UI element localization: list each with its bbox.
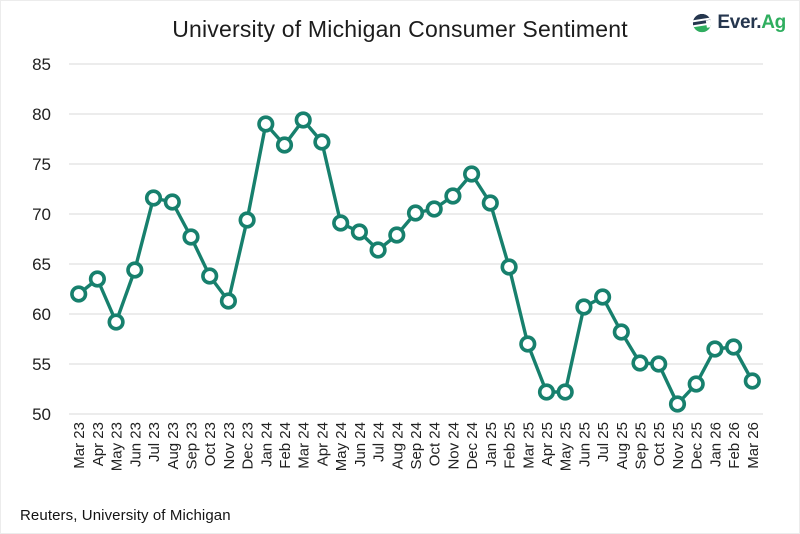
x-tick-label: Nov 24: [445, 422, 462, 470]
logo-text-primary: Ever.: [717, 12, 762, 33]
data-point: [388, 226, 406, 244]
x-tick-label: Jul 23: [146, 422, 163, 462]
x-tick-label: Oct 23: [202, 422, 219, 466]
x-tick-label: Jul 24: [371, 422, 388, 462]
y-tick-label: 55: [32, 355, 51, 374]
x-tick-label: Aug 23: [165, 422, 182, 470]
y-gridlines: [69, 63, 763, 415]
data-point: [313, 133, 331, 151]
x-tick-label: Jun 24: [352, 422, 369, 467]
data-point: [425, 200, 443, 218]
x-tick-label: Dec 24: [464, 422, 481, 470]
everag-logo: Ever.Ag: [691, 12, 786, 34]
x-tick-label: Dec 25: [689, 422, 706, 470]
data-point: [481, 194, 499, 212]
data-markers: [70, 111, 761, 413]
y-tick-label: 65: [32, 255, 51, 274]
x-tick-label: Sep 23: [183, 422, 200, 470]
data-point: [444, 187, 462, 205]
x-tick-label: Apr 23: [90, 422, 107, 466]
data-point: [537, 383, 556, 401]
data-point: [631, 354, 649, 372]
x-tick-label: Mar 23: [71, 422, 88, 469]
x-tick-label: Oct 25: [651, 422, 668, 466]
data-point: [463, 165, 481, 183]
x-tick-label: Jul 25: [595, 422, 612, 462]
data-point: [687, 375, 705, 393]
x-tick-label: Mar 26: [745, 422, 762, 469]
x-tick-label: Apr 24: [314, 422, 331, 466]
logo-text-accent: Ag: [761, 12, 786, 33]
x-tick-label: Jan 25: [483, 422, 500, 467]
x-tick-label: Aug 24: [389, 422, 406, 470]
x-tick-label: Nov 25: [670, 422, 687, 470]
data-point: [650, 355, 668, 373]
data-point: [406, 204, 425, 222]
data-point: [107, 313, 125, 331]
data-point: [238, 211, 256, 229]
y-tick-label: 70: [32, 205, 51, 224]
data-point: [575, 298, 593, 316]
data-point: [144, 189, 163, 207]
x-tick-label: Apr 25: [539, 422, 556, 466]
data-point: [163, 193, 181, 211]
x-tick-label: Sep 24: [408, 422, 425, 470]
source-caption: Reuters, University of Michigan: [20, 507, 231, 524]
data-point: [369, 241, 387, 259]
x-tick-label: May 23: [109, 422, 126, 471]
data-point: [182, 228, 200, 246]
x-tick-label: Nov 23: [221, 422, 238, 470]
data-point: [556, 383, 574, 401]
y-tick-label: 60: [32, 305, 51, 324]
x-tick-labels: Mar 23 Apr 23 May 23 Jun 23 Jul 23 Aug 23 Sep …: [71, 422, 762, 471]
x-tick-label: Jun 23: [127, 422, 144, 467]
x-tick-label: May 24: [333, 422, 350, 471]
data-point: [126, 261, 144, 279]
y-tick-label: 85: [32, 55, 51, 74]
everag-logo-icon: [691, 12, 713, 34]
data-point: [201, 267, 219, 285]
x-tick-label: Jan 26: [707, 422, 724, 467]
x-tick-label: Dec 23: [240, 422, 257, 470]
data-point: [519, 335, 537, 353]
data-point: [593, 288, 612, 306]
data-point: [70, 285, 88, 303]
y-tick-label: 50: [32, 405, 51, 424]
data-point: [668, 395, 687, 413]
data-point: [275, 136, 294, 154]
x-tick-label: Aug 25: [614, 422, 631, 470]
x-tick-label: Feb 24: [277, 422, 294, 469]
x-tick-label: Oct 24: [427, 422, 444, 466]
data-point: [500, 258, 518, 276]
x-tick-label: May 25: [558, 422, 575, 471]
y-tick-label: 80: [32, 105, 51, 124]
data-point: [332, 214, 350, 232]
data-point: [257, 115, 275, 133]
data-point: [219, 292, 237, 310]
chart-title: University of Michigan Consumer Sentimen…: [172, 16, 628, 42]
data-point: [612, 323, 630, 341]
data-point: [724, 338, 743, 356]
logo-wordmark: Ever.Ag: [717, 12, 786, 34]
y-tick-labels: 85 80 75 70 65 60 55 50: [32, 55, 51, 424]
data-point: [88, 270, 106, 288]
x-tick-label: Feb 26: [726, 422, 743, 469]
data-point: [294, 111, 312, 129]
data-point: [706, 340, 724, 358]
y-tick-label: 75: [32, 155, 51, 174]
x-tick-label: Sep 25: [633, 422, 650, 470]
x-tick-label: Mar 25: [520, 422, 537, 469]
data-point: [350, 223, 369, 241]
data-point: [743, 372, 761, 390]
x-tick-label: Feb 25: [502, 422, 519, 469]
x-tick-label: Mar 24: [296, 422, 313, 469]
x-tick-label: Jun 25: [576, 422, 593, 467]
x-tick-label: Jan 24: [258, 422, 275, 467]
